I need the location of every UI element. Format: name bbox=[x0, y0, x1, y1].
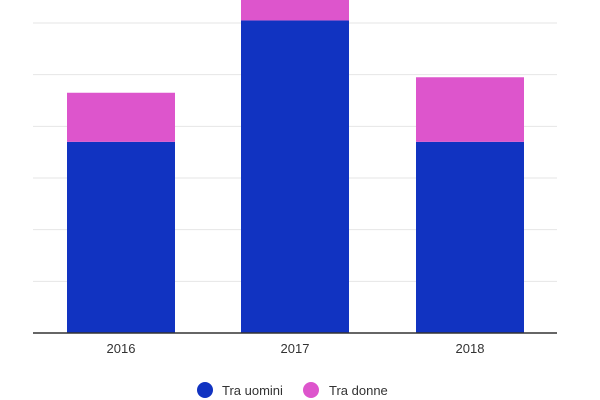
bars bbox=[67, 0, 524, 333]
x-tick-label: 2018 bbox=[456, 341, 485, 356]
x-tick-label: 2016 bbox=[107, 341, 136, 356]
bar-2017-uomini bbox=[241, 20, 349, 333]
bar-2018-uomini bbox=[416, 141, 524, 333]
x-tick-labels: 2016 2017 2018 bbox=[107, 341, 485, 356]
bar-2017-donne bbox=[241, 0, 349, 21]
legend-label: Tra uomini bbox=[222, 383, 283, 398]
legend-swatch bbox=[303, 382, 319, 398]
bar-2018-donne bbox=[416, 77, 524, 142]
legend-swatch bbox=[197, 382, 213, 398]
bar-2016-donne bbox=[67, 92, 175, 142]
bar-2016-uomini bbox=[67, 141, 175, 333]
x-tick-label: 2017 bbox=[281, 341, 310, 356]
legend: Tra uomini Tra donne bbox=[197, 382, 388, 398]
legend-label: Tra donne bbox=[329, 383, 388, 398]
